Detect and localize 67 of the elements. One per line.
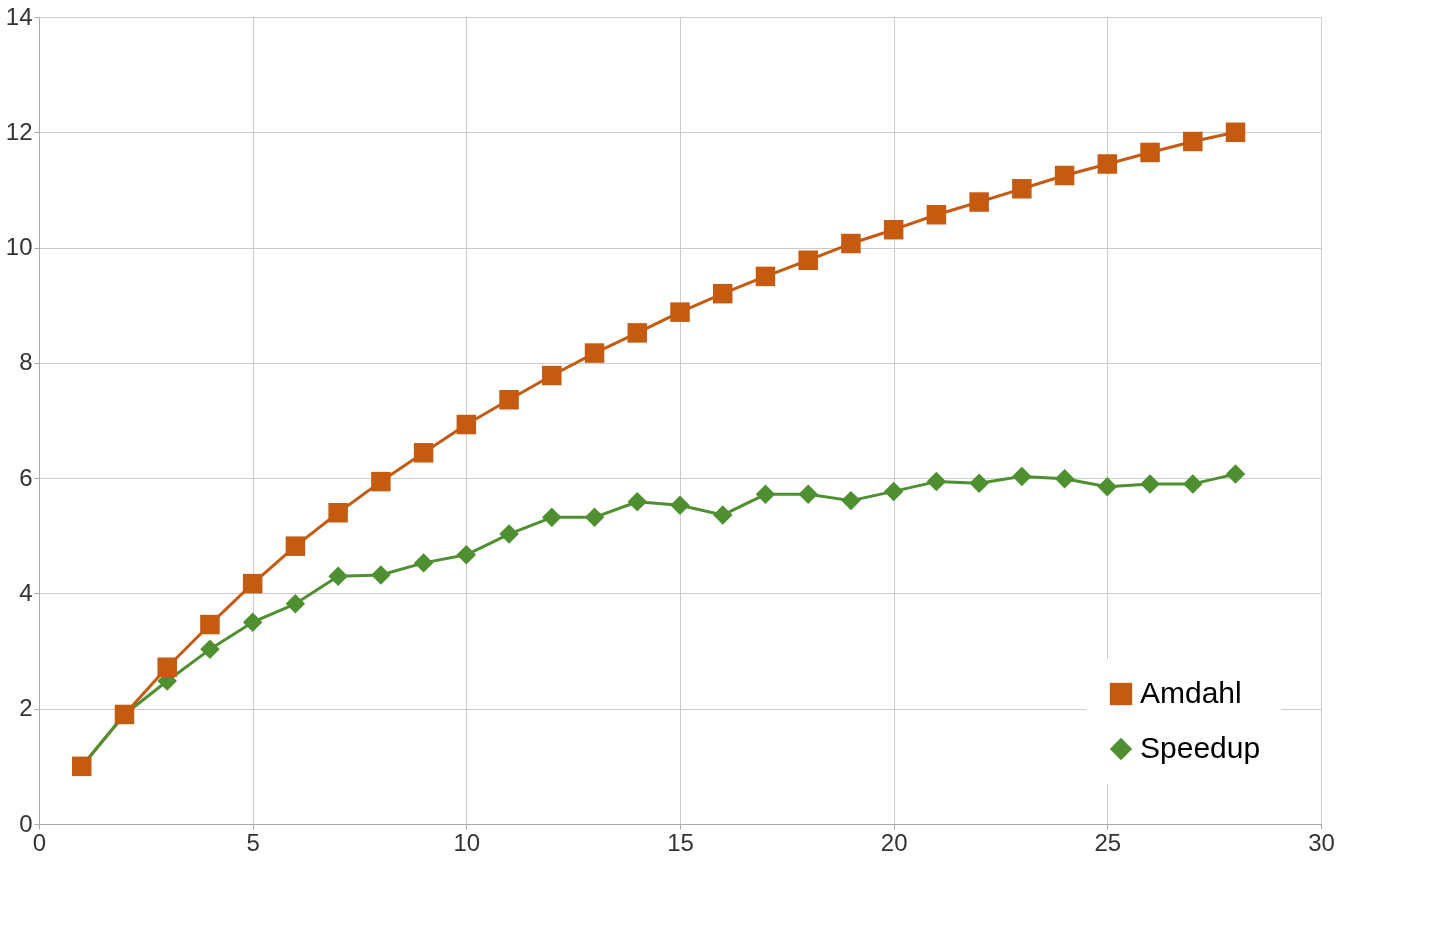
point [1225, 464, 1246, 484]
point [242, 573, 263, 594]
point [456, 414, 477, 435]
y-tick-label: 6 [19, 463, 33, 491]
point [969, 473, 989, 494]
point [157, 657, 177, 677]
point [584, 343, 605, 363]
point [1054, 468, 1075, 489]
y-tick-label: 8 [19, 348, 33, 376]
point [1012, 179, 1032, 199]
point [1097, 154, 1118, 174]
point [328, 502, 348, 523]
y-tick-label: 0 [19, 809, 33, 837]
point [841, 490, 861, 511]
point [627, 492, 648, 512]
point [1140, 474, 1160, 494]
y-tick-label: 10 [5, 233, 33, 261]
point [1183, 474, 1203, 494]
point [1140, 142, 1160, 163]
y-tick-label: 12 [5, 117, 33, 145]
point [1225, 122, 1246, 143]
legend-label: Amdahl [1140, 676, 1242, 709]
y-tick-label: 14 [5, 2, 33, 30]
point [926, 471, 947, 492]
point [285, 536, 306, 556]
point [883, 219, 904, 240]
point [542, 365, 562, 386]
point [413, 553, 434, 573]
point [755, 266, 776, 287]
x-tick-label: 10 [453, 828, 481, 856]
point [1097, 477, 1118, 497]
point [499, 524, 519, 544]
point [670, 495, 690, 515]
point [883, 481, 904, 502]
point [798, 250, 818, 270]
y-tick-label: 4 [19, 578, 33, 606]
point [1183, 131, 1203, 152]
point [328, 566, 348, 586]
point [413, 443, 434, 463]
x-tick-label: 20 [880, 828, 908, 856]
point [200, 614, 220, 635]
point [1012, 466, 1032, 487]
x-tick-label: 15 [667, 828, 694, 856]
point [841, 233, 861, 254]
point [627, 323, 648, 343]
point [1054, 165, 1075, 186]
y-tick-label: 2 [19, 694, 33, 722]
legend-label: Speedup [1140, 731, 1261, 764]
point [670, 302, 690, 322]
point [200, 639, 220, 660]
x-tick-label: 30 [1308, 828, 1335, 856]
point [456, 545, 477, 565]
x-tick-label: 5 [246, 828, 260, 856]
point [584, 507, 605, 528]
point [542, 507, 562, 528]
point [712, 283, 733, 304]
point [926, 204, 947, 225]
point [371, 565, 391, 585]
point [798, 484, 818, 505]
point [499, 390, 519, 410]
point [969, 192, 989, 212]
point [371, 471, 391, 492]
point [242, 612, 263, 632]
x-tick-label: 25 [1094, 828, 1122, 856]
point [285, 594, 306, 614]
point [712, 505, 733, 525]
point [755, 484, 776, 505]
